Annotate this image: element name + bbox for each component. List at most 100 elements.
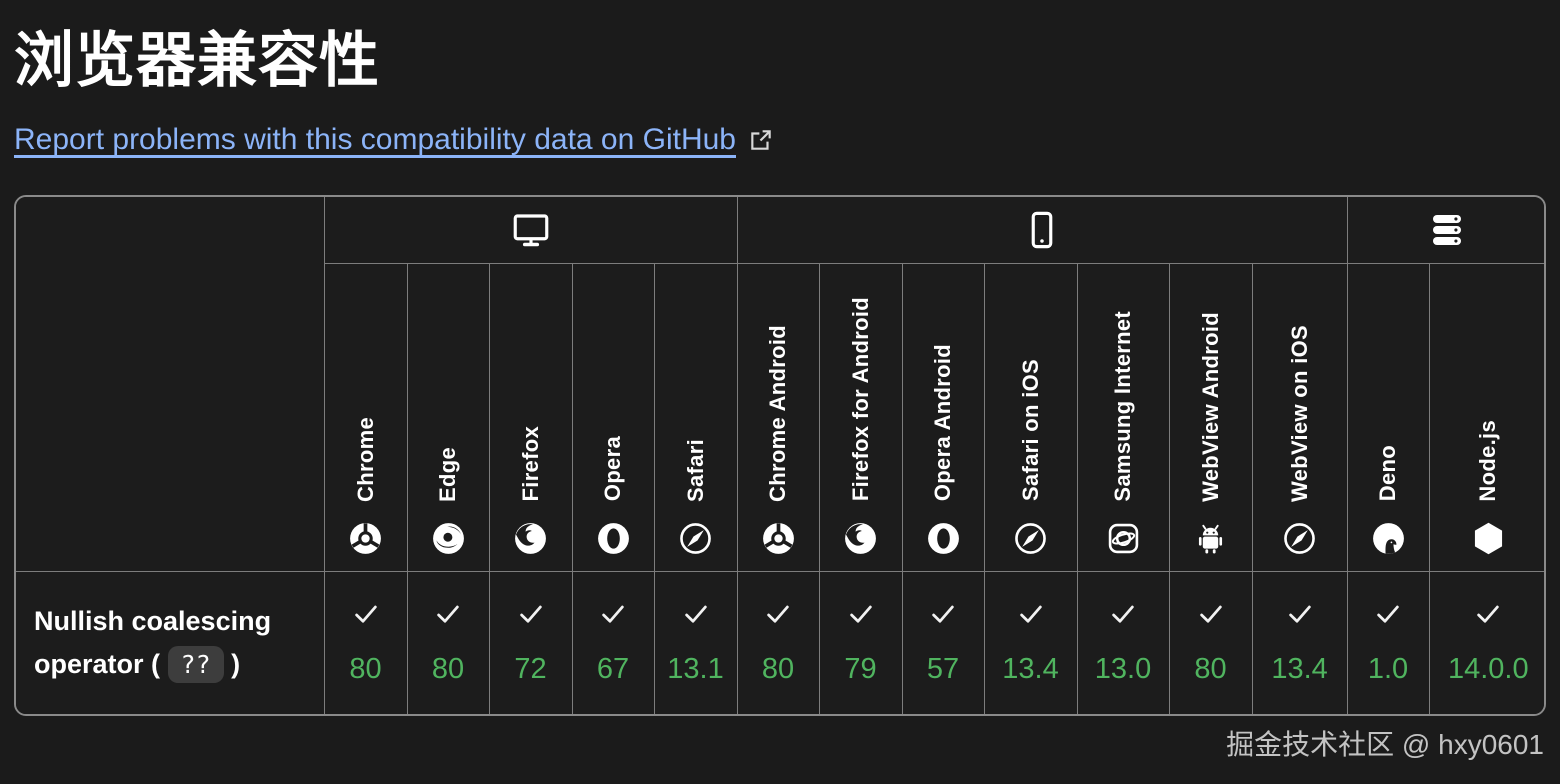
report-link-row: Report problems with this compatibility … xyxy=(14,123,1546,157)
safari-icon xyxy=(1012,520,1049,557)
browser-label: Opera Android xyxy=(930,344,956,502)
nodejs-icon xyxy=(1470,520,1507,557)
check-icon xyxy=(846,599,876,629)
browser-label: Firefox for Android xyxy=(847,297,873,502)
support-version: 67 xyxy=(596,653,630,686)
check-icon xyxy=(763,599,793,629)
support-cell-edge[interactable]: 80 xyxy=(406,570,490,714)
browser-label: Samsung Internet xyxy=(1110,310,1136,502)
external-link-icon xyxy=(748,127,774,153)
platform-header-row xyxy=(16,197,1544,572)
browser-label: Chrome xyxy=(352,416,378,502)
browser-header-node-js: Node.js xyxy=(1428,262,1544,572)
firefox-icon xyxy=(842,520,879,557)
support-cell-safari[interactable]: 13.1 xyxy=(653,570,738,714)
mobile-icon xyxy=(738,209,1347,251)
browser-label: Edge xyxy=(435,446,460,502)
page-title: 浏览器兼容性 xyxy=(14,27,380,94)
browser-header-safari-on-ios: Safari on iOS xyxy=(983,262,1078,572)
chrome-icon xyxy=(347,520,384,557)
check-icon xyxy=(1108,599,1138,629)
support-cell-opera[interactable]: 67 xyxy=(571,570,655,714)
browser-label: Safari xyxy=(682,438,708,502)
support-cell-samsung-internet[interactable]: 13.0 xyxy=(1076,570,1170,714)
browser-header-chrome: Chrome xyxy=(323,262,408,572)
browser-header-webview-on-ios: WebView on iOS xyxy=(1251,262,1348,572)
feature-code-chip: ?? xyxy=(167,645,224,683)
chrome-icon xyxy=(760,520,797,557)
watermark: 掘金技术社区 @ hxy0601 xyxy=(1226,729,1544,760)
support-version: 79 xyxy=(844,653,877,686)
opera-icon xyxy=(925,520,962,557)
browser-label: Deno xyxy=(1375,445,1401,502)
check-icon xyxy=(1016,599,1046,629)
support-cell-chrome-android[interactable]: 80 xyxy=(736,570,820,714)
support-cell-opera-android[interactable]: 57 xyxy=(901,570,985,714)
browser-header-webview-android: WebView Android xyxy=(1168,262,1253,572)
support-version: 14.0.0 xyxy=(1447,653,1529,686)
support-cell-chrome[interactable]: 80 xyxy=(323,570,408,714)
browser-header-samsung-internet: Samsung Internet xyxy=(1076,262,1170,572)
browser-label: WebView on iOS xyxy=(1286,324,1312,502)
deno-icon xyxy=(1370,520,1407,557)
support-cell-safari-on-ios[interactable]: 13.4 xyxy=(983,570,1078,714)
support-version: 80 xyxy=(349,653,382,686)
support-cell-deno[interactable]: 1.0 xyxy=(1346,570,1430,714)
browser-label: WebView Android xyxy=(1197,311,1223,502)
check-icon xyxy=(1285,599,1315,629)
platform-mobile-header xyxy=(736,197,1348,264)
check-icon xyxy=(351,599,381,629)
report-problems-link[interactable]: Report problems with this compatibility … xyxy=(14,123,736,156)
browser-header-firefox-for-android: Firefox for Android xyxy=(818,262,903,572)
support-version: 80 xyxy=(431,653,465,686)
browser-label: Safari on iOS xyxy=(1017,359,1043,502)
support-version: 80 xyxy=(1194,653,1227,686)
firefox-icon xyxy=(512,520,549,557)
support-cell-firefox[interactable]: 72 xyxy=(488,570,573,714)
check-icon xyxy=(433,599,463,629)
browser-header-row: Chrome Edge Firefox Opera Safari Chrome Andro… xyxy=(16,262,1544,572)
support-version: 72 xyxy=(514,653,547,686)
support-version: 13.1 xyxy=(667,653,724,686)
server-icon xyxy=(1348,209,1544,251)
check-icon xyxy=(1196,599,1226,629)
browser-label: Node.js xyxy=(1475,419,1501,502)
check-icon xyxy=(928,599,958,629)
browser-header-chrome-android: Chrome Android xyxy=(736,262,820,572)
support-cell-webview-android[interactable]: 80 xyxy=(1168,570,1253,714)
browser-header-safari: Safari xyxy=(653,262,738,572)
browser-header-opera-android: Opera Android xyxy=(901,262,985,572)
opera-icon xyxy=(595,520,632,557)
samsung-internet-icon xyxy=(1105,520,1142,557)
support-version: 80 xyxy=(761,653,795,686)
browser-compatibility-section: 浏览器兼容性 Report problems with this compati… xyxy=(0,26,1560,716)
support-version: 1.0 xyxy=(1367,653,1409,686)
check-icon xyxy=(598,599,628,629)
platform-server-header xyxy=(1346,197,1544,264)
safari-icon xyxy=(1281,520,1318,557)
browser-header-opera: Opera xyxy=(571,262,655,572)
desktop-icon xyxy=(325,209,737,251)
support-cell-webview-on-ios[interactable]: 13.4 xyxy=(1251,570,1348,714)
platform-desktop-header xyxy=(323,197,738,264)
check-icon xyxy=(1373,599,1403,629)
support-cell-node-js[interactable]: 14.0.0 xyxy=(1428,570,1544,714)
browser-label: Chrome Android xyxy=(765,324,791,502)
feature-name-cell: Nullish coalescing operator ( ?? ) xyxy=(16,570,325,714)
safari-icon xyxy=(677,520,714,557)
check-icon xyxy=(681,599,711,629)
check-icon xyxy=(1473,599,1503,629)
browser-header-deno: Deno xyxy=(1346,262,1430,572)
browser-header-firefox: Firefox xyxy=(488,262,573,572)
feature-name-text: Nullish coalescing operator ( xyxy=(34,605,272,679)
browser-label: Firefox xyxy=(517,426,543,502)
feature-name-suffix: ) xyxy=(223,648,241,679)
support-version: 13.4 xyxy=(1002,653,1059,686)
support-cell-firefox-for-android[interactable]: 79 xyxy=(818,570,903,714)
support-version: 13.0 xyxy=(1094,653,1152,686)
compat-table-wrapper: Chrome Edge Firefox Opera Safari Chrome Andro… xyxy=(14,195,1546,716)
browser-label: Opera xyxy=(600,436,625,502)
check-icon xyxy=(516,599,546,629)
support-version: 57 xyxy=(926,653,960,686)
android-icon xyxy=(1192,520,1229,557)
